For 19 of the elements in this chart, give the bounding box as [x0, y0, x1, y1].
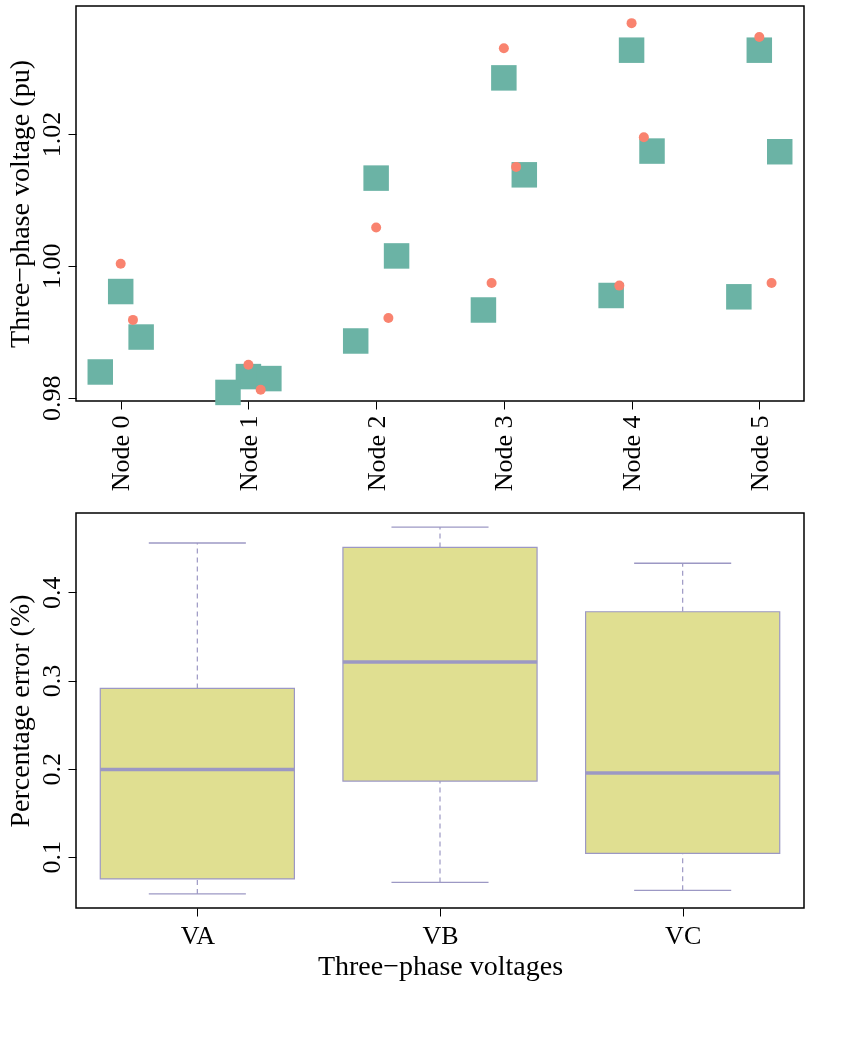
- x-tick-label: VC: [665, 920, 702, 950]
- y-tick-label: 0.98: [36, 375, 66, 421]
- x-tick-label: VB: [422, 920, 459, 950]
- y-tick-label: 0.1: [36, 841, 66, 874]
- x-tick-label: VA: [180, 920, 216, 950]
- x-tick-label: Node 5: [744, 415, 774, 492]
- x-tick-label: Node 2: [361, 415, 391, 492]
- x-tick-label: Node 3: [489, 415, 519, 492]
- y-tick-label: 1.02: [36, 111, 66, 158]
- y-axis-title: Three−phase voltage (pu): [3, 60, 35, 348]
- x-tick-label: Node 1: [233, 415, 263, 492]
- x-tick-label: Node 4: [617, 415, 647, 492]
- x-axis-title: Three−phase voltages: [317, 949, 564, 981]
- y-tick-label: 0.4: [36, 576, 66, 610]
- y-tick-label: 0.2: [36, 752, 66, 786]
- y-axis-title: Percentage error (%): [3, 594, 35, 828]
- x-tick-label: Node 0: [106, 415, 136, 492]
- y-tick-label: 1.00: [36, 243, 66, 290]
- y-tick-label: 0.3: [36, 664, 66, 698]
